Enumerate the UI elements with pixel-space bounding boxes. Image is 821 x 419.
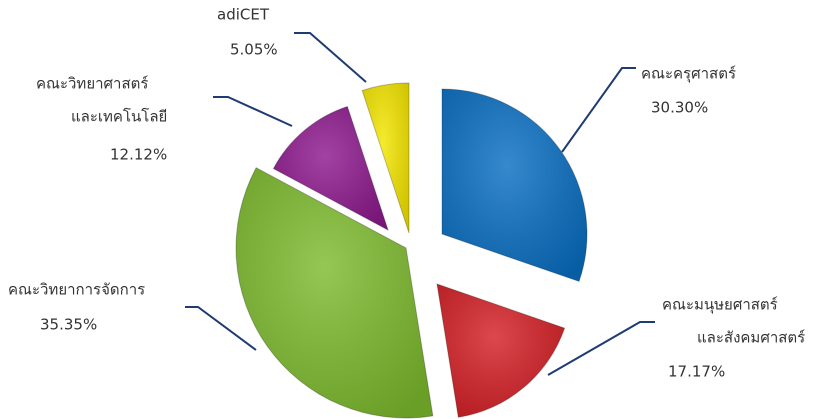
value-label: 5.05% bbox=[230, 41, 278, 59]
slice-label: คณะครุศาสตร์ bbox=[641, 65, 736, 84]
slice-label: adiCET bbox=[217, 6, 270, 24]
slice bbox=[436, 283, 566, 418]
leader-line bbox=[547, 321, 655, 376]
leader-line bbox=[294, 32, 367, 83]
pie bbox=[235, 82, 588, 419]
slice-label: และสังคมศาสตร์ bbox=[697, 329, 805, 347]
leader-line bbox=[213, 96, 293, 127]
leader-line bbox=[561, 67, 636, 153]
leader-line bbox=[185, 306, 257, 351]
slice bbox=[441, 88, 588, 283]
value-label: 17.17% bbox=[668, 363, 725, 381]
value-label: 30.30% bbox=[651, 99, 708, 117]
slice-label: คณะมนุษยศาสตร์ bbox=[662, 296, 778, 315]
value-label: 35.35% bbox=[40, 316, 97, 334]
slice-label: และเทคโนโลยี bbox=[71, 108, 167, 126]
slice-label: คณะวิทยาการจัดการ bbox=[8, 281, 145, 299]
leader-lines bbox=[185, 32, 655, 376]
slice-label: คณะวิทยาศาสตร์ bbox=[36, 75, 148, 93]
value-label: 12.12% bbox=[110, 146, 167, 164]
labels: คณะครุศาสตร์ 30.30% คณะมนุษยศาสตร์และสังคม… bbox=[8, 6, 805, 381]
